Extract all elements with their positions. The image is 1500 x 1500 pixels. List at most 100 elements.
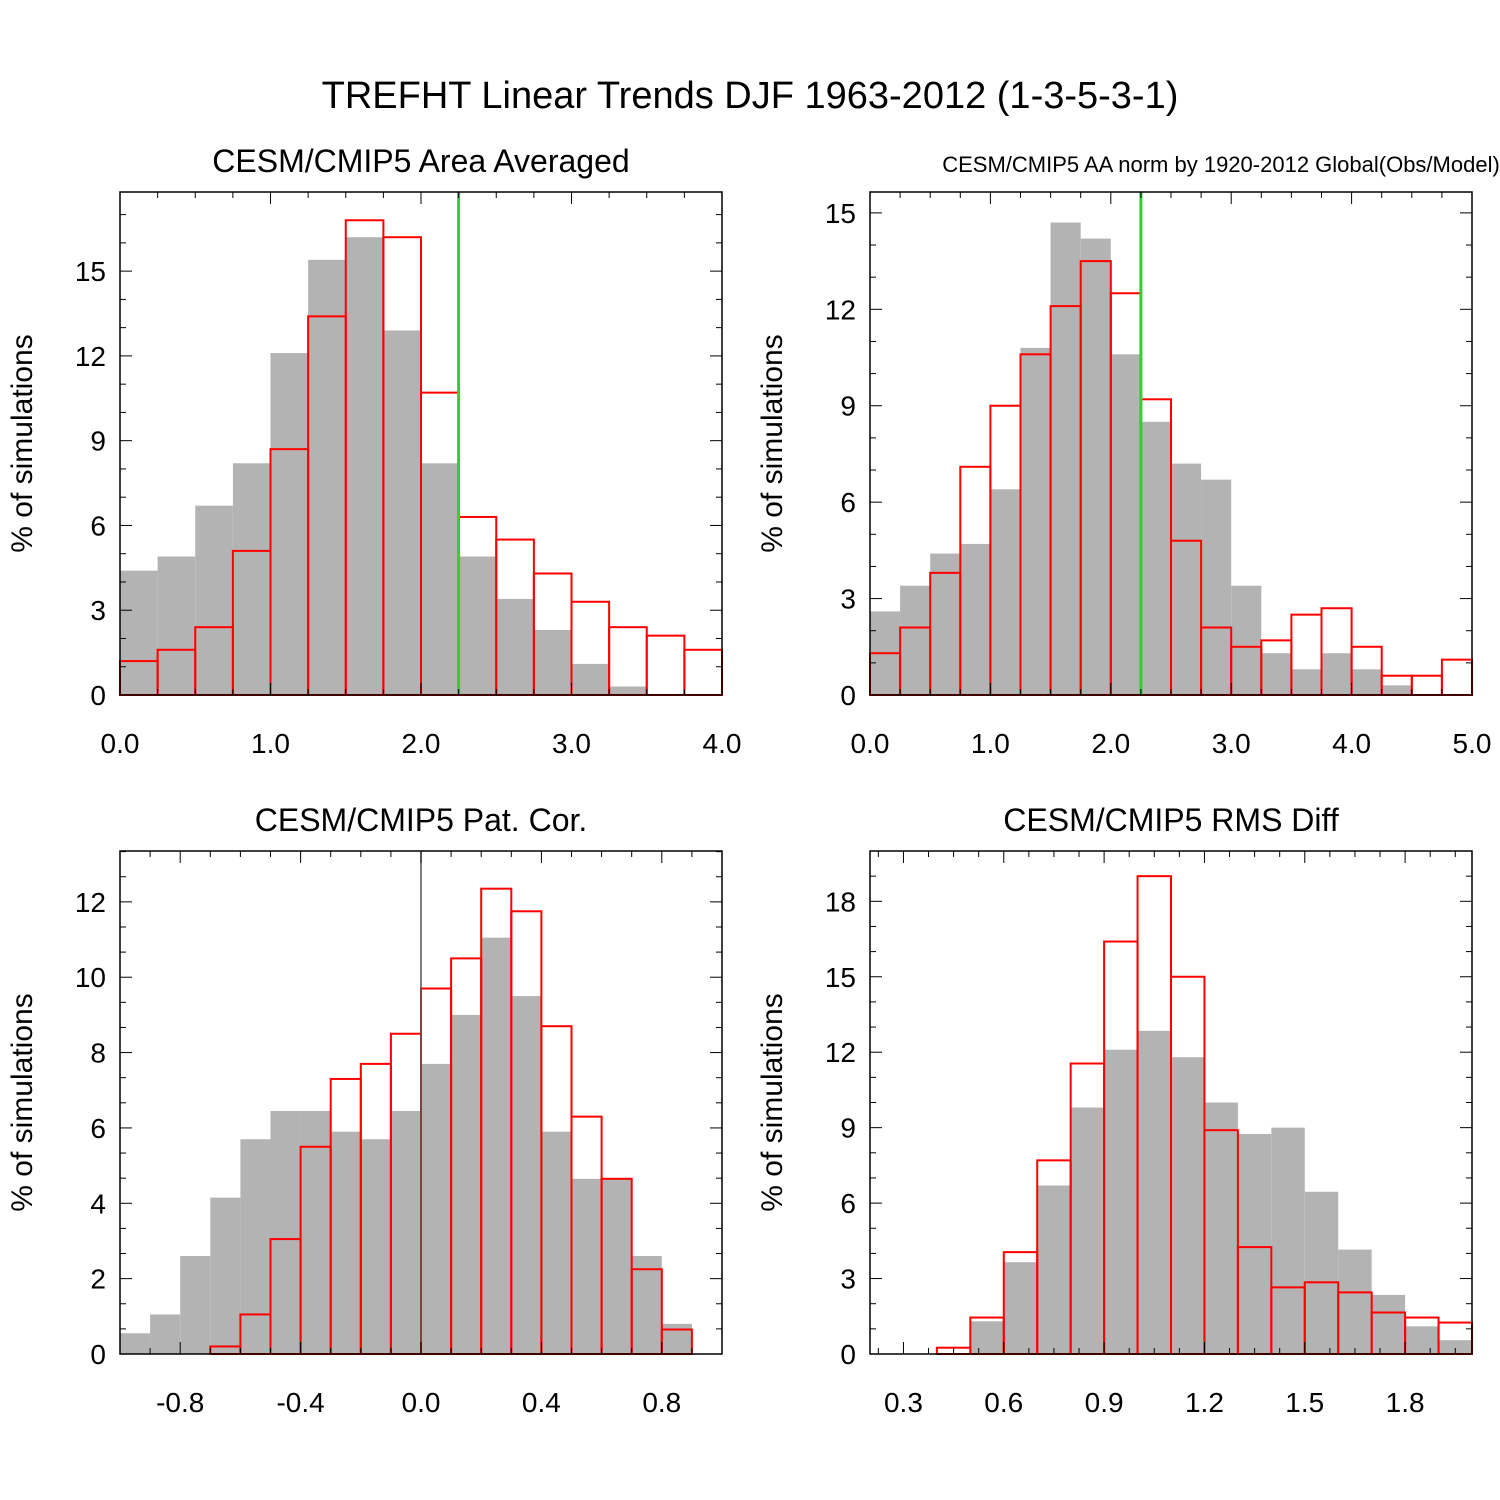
gray-bar: [511, 996, 542, 1354]
gray-bar: [900, 585, 931, 695]
gray-bar: [421, 463, 459, 695]
gray-bar: [210, 1197, 241, 1354]
gray-bar: [1201, 479, 1232, 695]
x-tick-label: 0.0: [402, 1387, 441, 1418]
gray-bar: [120, 570, 158, 695]
gray-bar: [1321, 653, 1352, 695]
gray-bar: [1003, 1262, 1038, 1354]
gray-bar: [270, 1110, 301, 1354]
gray-bar: [1381, 685, 1412, 695]
gray-bar: [383, 330, 421, 695]
gray-bar: [481, 937, 512, 1354]
y-tick-label: 12: [825, 294, 856, 325]
x-tick-label: 0.4: [522, 1387, 561, 1418]
x-tick-label: 0.0: [101, 728, 140, 759]
gray-bar: [960, 543, 991, 695]
x-tick-label: 0.8: [642, 1387, 681, 1418]
gray-bar: [1020, 347, 1051, 695]
gray-bar: [571, 663, 610, 695]
y-tick-label: 15: [825, 198, 856, 229]
red-bar: [1440, 658, 1474, 697]
gray-bar: [601, 1178, 632, 1354]
y-tick-label: 15: [825, 962, 856, 993]
y-tick-label: 9: [90, 426, 106, 457]
gray-bar: [421, 1063, 452, 1354]
gray-bar: [308, 259, 346, 695]
y-tick-label: 6: [840, 487, 856, 518]
x-tick-label: 3.0: [552, 728, 591, 759]
panel-title: CESM/CMIP5 Area Averaged: [212, 143, 629, 179]
red-bar: [1410, 674, 1443, 696]
gray-bar: [1080, 238, 1111, 696]
gray-bar: [970, 1321, 1004, 1354]
gray-bar: [533, 630, 572, 695]
gray-bar: [1104, 1049, 1138, 1354]
y-tick-label: 9: [840, 1113, 856, 1144]
gray-bar: [451, 1014, 482, 1354]
x-tick-label: 3.0: [1212, 728, 1251, 759]
gray-bar: [661, 1323, 692, 1354]
x-tick-label: 2.0: [1091, 728, 1130, 759]
gray-bar: [1140, 421, 1171, 695]
gray-bar: [1438, 1340, 1472, 1354]
x-tick-label: -0.4: [276, 1387, 324, 1418]
x-tick-label: 4.0: [1332, 728, 1371, 759]
y-tick-label: 2: [90, 1264, 106, 1295]
y-tick-label: 4: [90, 1188, 106, 1219]
x-tick-label: 1.8: [1386, 1387, 1425, 1418]
y-tick-label: 18: [825, 886, 856, 917]
gray-bar: [270, 353, 309, 695]
gray-bar: [1204, 1102, 1238, 1354]
red-bar: [645, 634, 686, 696]
gray-bar: [157, 556, 196, 695]
y-tick-label: 15: [75, 256, 106, 287]
gray-bar: [1171, 1057, 1205, 1354]
y-tick-label: 3: [840, 1264, 856, 1295]
panel-4: 0.3 0.6 0.9 1.2 1.5 1.8 0 3 6 9 12 15 18 % of simulat…: [756, 802, 1473, 1418]
gray-bar: [1037, 1185, 1071, 1354]
y-tick-label: 3: [840, 584, 856, 615]
y-tick-label: 6: [90, 510, 106, 541]
gray-bar: [1261, 653, 1292, 695]
y-axis-label: % of simulations: [6, 993, 39, 1211]
gray-bar: [1405, 1326, 1439, 1354]
gray-bar: [496, 598, 534, 695]
y-tick-label: 10: [75, 962, 106, 993]
y-tick-label: 12: [75, 887, 106, 918]
y-tick-label: 12: [75, 341, 106, 372]
gray-bar: [571, 1178, 602, 1354]
y-tick-label: 6: [90, 1113, 106, 1144]
gray-bar: [232, 463, 271, 695]
y-axis-label: % of simulations: [6, 334, 39, 552]
x-tick-label: 0.6: [984, 1387, 1023, 1418]
gray-bar: [1237, 1133, 1272, 1354]
y-tick-label: 0: [90, 1339, 106, 1370]
x-tick-label: 0.9: [1085, 1387, 1124, 1418]
red-bar: [683, 648, 723, 696]
panel-title: CESM/CMIP5 AA norm by 1920-2012 Global(O…: [942, 152, 1500, 177]
gray-bar: [1371, 1294, 1406, 1354]
x-tick-label: 1.5: [1285, 1387, 1324, 1418]
figure-title: TREFHT Linear Trends DJF 1963-2012 (1-3-…: [322, 75, 1179, 117]
gray-bar: [390, 1110, 421, 1354]
y-tick-label: 8: [90, 1038, 106, 1069]
x-tick-label: 1.0: [971, 728, 1010, 759]
panel-1: 0.0 1.0 2.0 3.0 4.0 0 3 6 9 12 15 % of simulations C…: [6, 143, 741, 759]
x-tick-label: 1.2: [1185, 1387, 1224, 1418]
gray-bar: [631, 1256, 662, 1354]
gray-bar: [1291, 669, 1322, 695]
gray-bar: [195, 505, 233, 695]
x-tick-label: 1.0: [251, 728, 290, 759]
gray-bar: [120, 1333, 151, 1354]
gray-bar: [150, 1314, 181, 1354]
gray-bar: [1231, 585, 1262, 695]
x-tick-label: -0.8: [156, 1387, 204, 1418]
x-tick-label: 4.0: [703, 728, 742, 759]
y-tick-label: 6: [840, 1188, 856, 1219]
gray-bar: [1304, 1191, 1339, 1354]
y-tick-label: 12: [825, 1037, 856, 1068]
y-tick-label: 0: [90, 680, 106, 711]
x-tick-label: 2.0: [402, 728, 441, 759]
